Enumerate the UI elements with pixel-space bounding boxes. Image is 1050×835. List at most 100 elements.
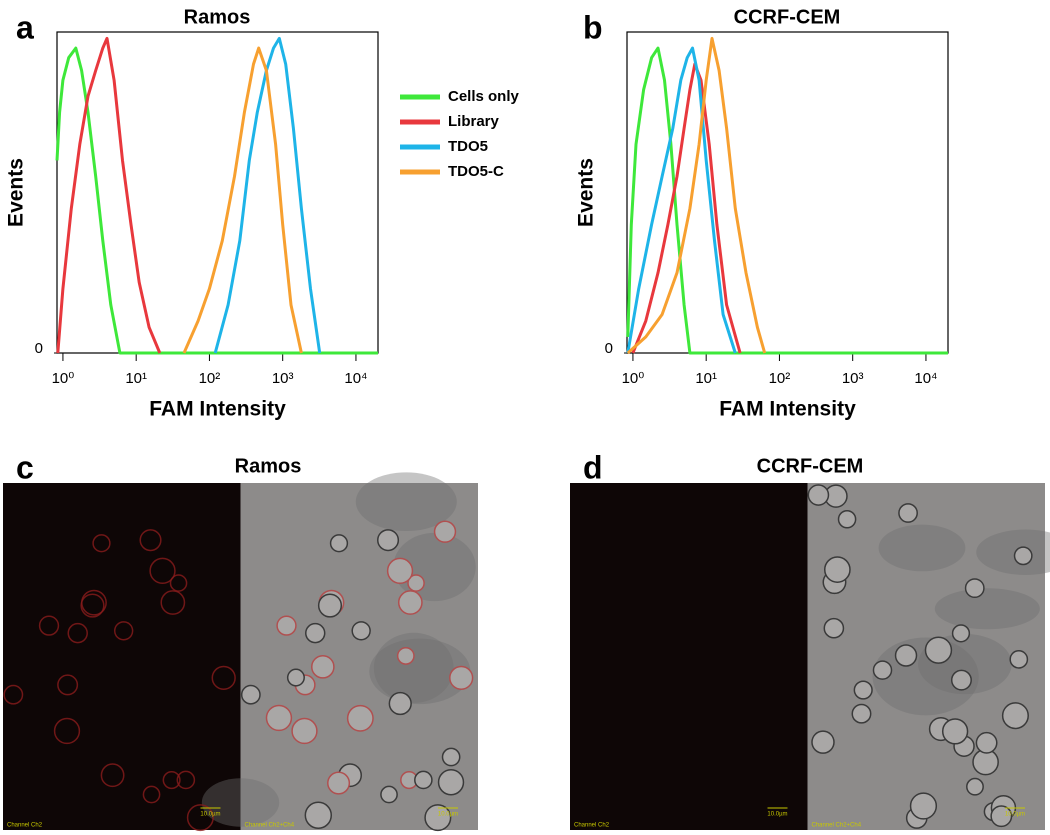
- image-caption: Channel Ch2: [7, 823, 43, 829]
- scale-label: 10.0µm: [1005, 812, 1025, 818]
- cell: [305, 622, 326, 644]
- x-tick-label: 10⁰: [52, 370, 75, 387]
- background-shade: [976, 529, 1050, 575]
- histogram-line: [631, 62, 742, 354]
- fluorescent-cell: [53, 717, 81, 745]
- cell: [329, 534, 349, 553]
- cell: [351, 621, 371, 641]
- x-tick-label: 10³: [842, 370, 864, 387]
- panel-label: b: [583, 9, 603, 45]
- x-tick-label: 10²: [769, 370, 791, 387]
- chart-title: CCRF-CEM: [734, 6, 841, 28]
- panel-label: d: [583, 449, 603, 485]
- panel-label: c: [16, 449, 34, 485]
- histogram-line: [56, 36, 162, 354]
- fluorescent-cell: [139, 529, 162, 552]
- cell: [837, 509, 857, 529]
- cell: [311, 655, 335, 679]
- scale-label: 10.0µm: [438, 812, 458, 818]
- image-title: CCRF-CEM: [757, 455, 864, 477]
- cell: [424, 804, 452, 832]
- cell: [872, 660, 893, 680]
- legend-label: Cells only: [448, 88, 520, 105]
- cell: [853, 680, 873, 700]
- fluorescent-cell: [211, 665, 236, 690]
- legend-label: TDO5: [448, 138, 488, 155]
- histogram-line: [55, 46, 378, 355]
- x-tick-label: 10¹: [695, 370, 717, 387]
- cell: [441, 747, 461, 767]
- cell: [437, 769, 465, 796]
- cell: [396, 646, 415, 665]
- histogram-line: [626, 46, 948, 355]
- plot-frame: [56, 31, 379, 354]
- y-tick-label: 0: [35, 340, 43, 357]
- histogram-line: [626, 36, 767, 355]
- scale-label: 10.0µm: [200, 812, 220, 818]
- cell: [823, 556, 851, 583]
- cell: [1009, 649, 1029, 669]
- cell: [1001, 702, 1029, 730]
- cell: [286, 668, 305, 687]
- cell: [276, 615, 297, 636]
- histogram-line: [182, 46, 303, 354]
- image-caption: Channel Ch2: [574, 823, 610, 829]
- x-tick-label: 10⁰: [622, 370, 645, 387]
- cell: [1013, 546, 1033, 566]
- cell: [377, 529, 400, 552]
- fluorescent-cell: [92, 534, 111, 553]
- cell: [449, 665, 474, 690]
- scale-label: 10.0µm: [767, 812, 787, 818]
- panel-label: a: [16, 9, 34, 45]
- histogram-line: [213, 36, 322, 354]
- background-shade: [878, 524, 966, 572]
- x-tick-label: 10¹: [125, 370, 147, 387]
- cell: [951, 624, 971, 643]
- legend-label: Library: [448, 113, 500, 130]
- background-shade: [369, 638, 471, 705]
- cell: [433, 520, 457, 543]
- image-caption: Channel Ch2+Ch4: [812, 823, 862, 829]
- fluorescent-cell: [176, 770, 196, 790]
- cell: [346, 704, 374, 732]
- cell: [386, 557, 414, 585]
- cell: [807, 484, 830, 506]
- image-title: Ramos: [235, 455, 302, 477]
- x-axis-label: FAM Intensity: [149, 398, 286, 421]
- fluorescent-cell: [142, 785, 161, 804]
- cell: [388, 691, 412, 716]
- cell: [811, 730, 835, 754]
- fluorescent-cell: [186, 804, 214, 832]
- fluorescent-cell: [149, 557, 176, 585]
- fluorescence-image: [570, 483, 808, 830]
- fluorescent-cell: [67, 622, 88, 644]
- cell: [380, 785, 398, 804]
- fluorescence-image: [3, 483, 241, 830]
- cell: [990, 805, 1013, 828]
- histogram-line: [626, 46, 737, 354]
- fluorescent-cell: [169, 574, 188, 592]
- y-axis-label: Events: [575, 158, 598, 227]
- cell: [317, 593, 343, 618]
- y-axis-label: Events: [5, 158, 28, 227]
- cell: [265, 704, 293, 732]
- cell: [407, 574, 425, 592]
- background-shade: [934, 588, 1040, 630]
- cell: [414, 770, 433, 790]
- x-tick-label: 10²: [199, 370, 221, 387]
- cell: [397, 590, 423, 615]
- chart-title: Ramos: [184, 6, 251, 28]
- x-tick-label: 10⁴: [914, 370, 937, 387]
- y-tick-label: 0: [605, 340, 613, 357]
- fluorescent-cell: [162, 771, 181, 790]
- brightfield-image: [807, 483, 1045, 830]
- cell: [941, 718, 969, 745]
- cell: [291, 717, 318, 745]
- cell: [966, 777, 984, 796]
- x-axis-label: FAM Intensity: [719, 398, 856, 421]
- fluorescent-cell: [80, 593, 105, 618]
- fluorescent-cell: [38, 615, 60, 636]
- background-shade: [373, 632, 454, 703]
- image-caption: Channel Ch2+Ch4: [245, 823, 295, 829]
